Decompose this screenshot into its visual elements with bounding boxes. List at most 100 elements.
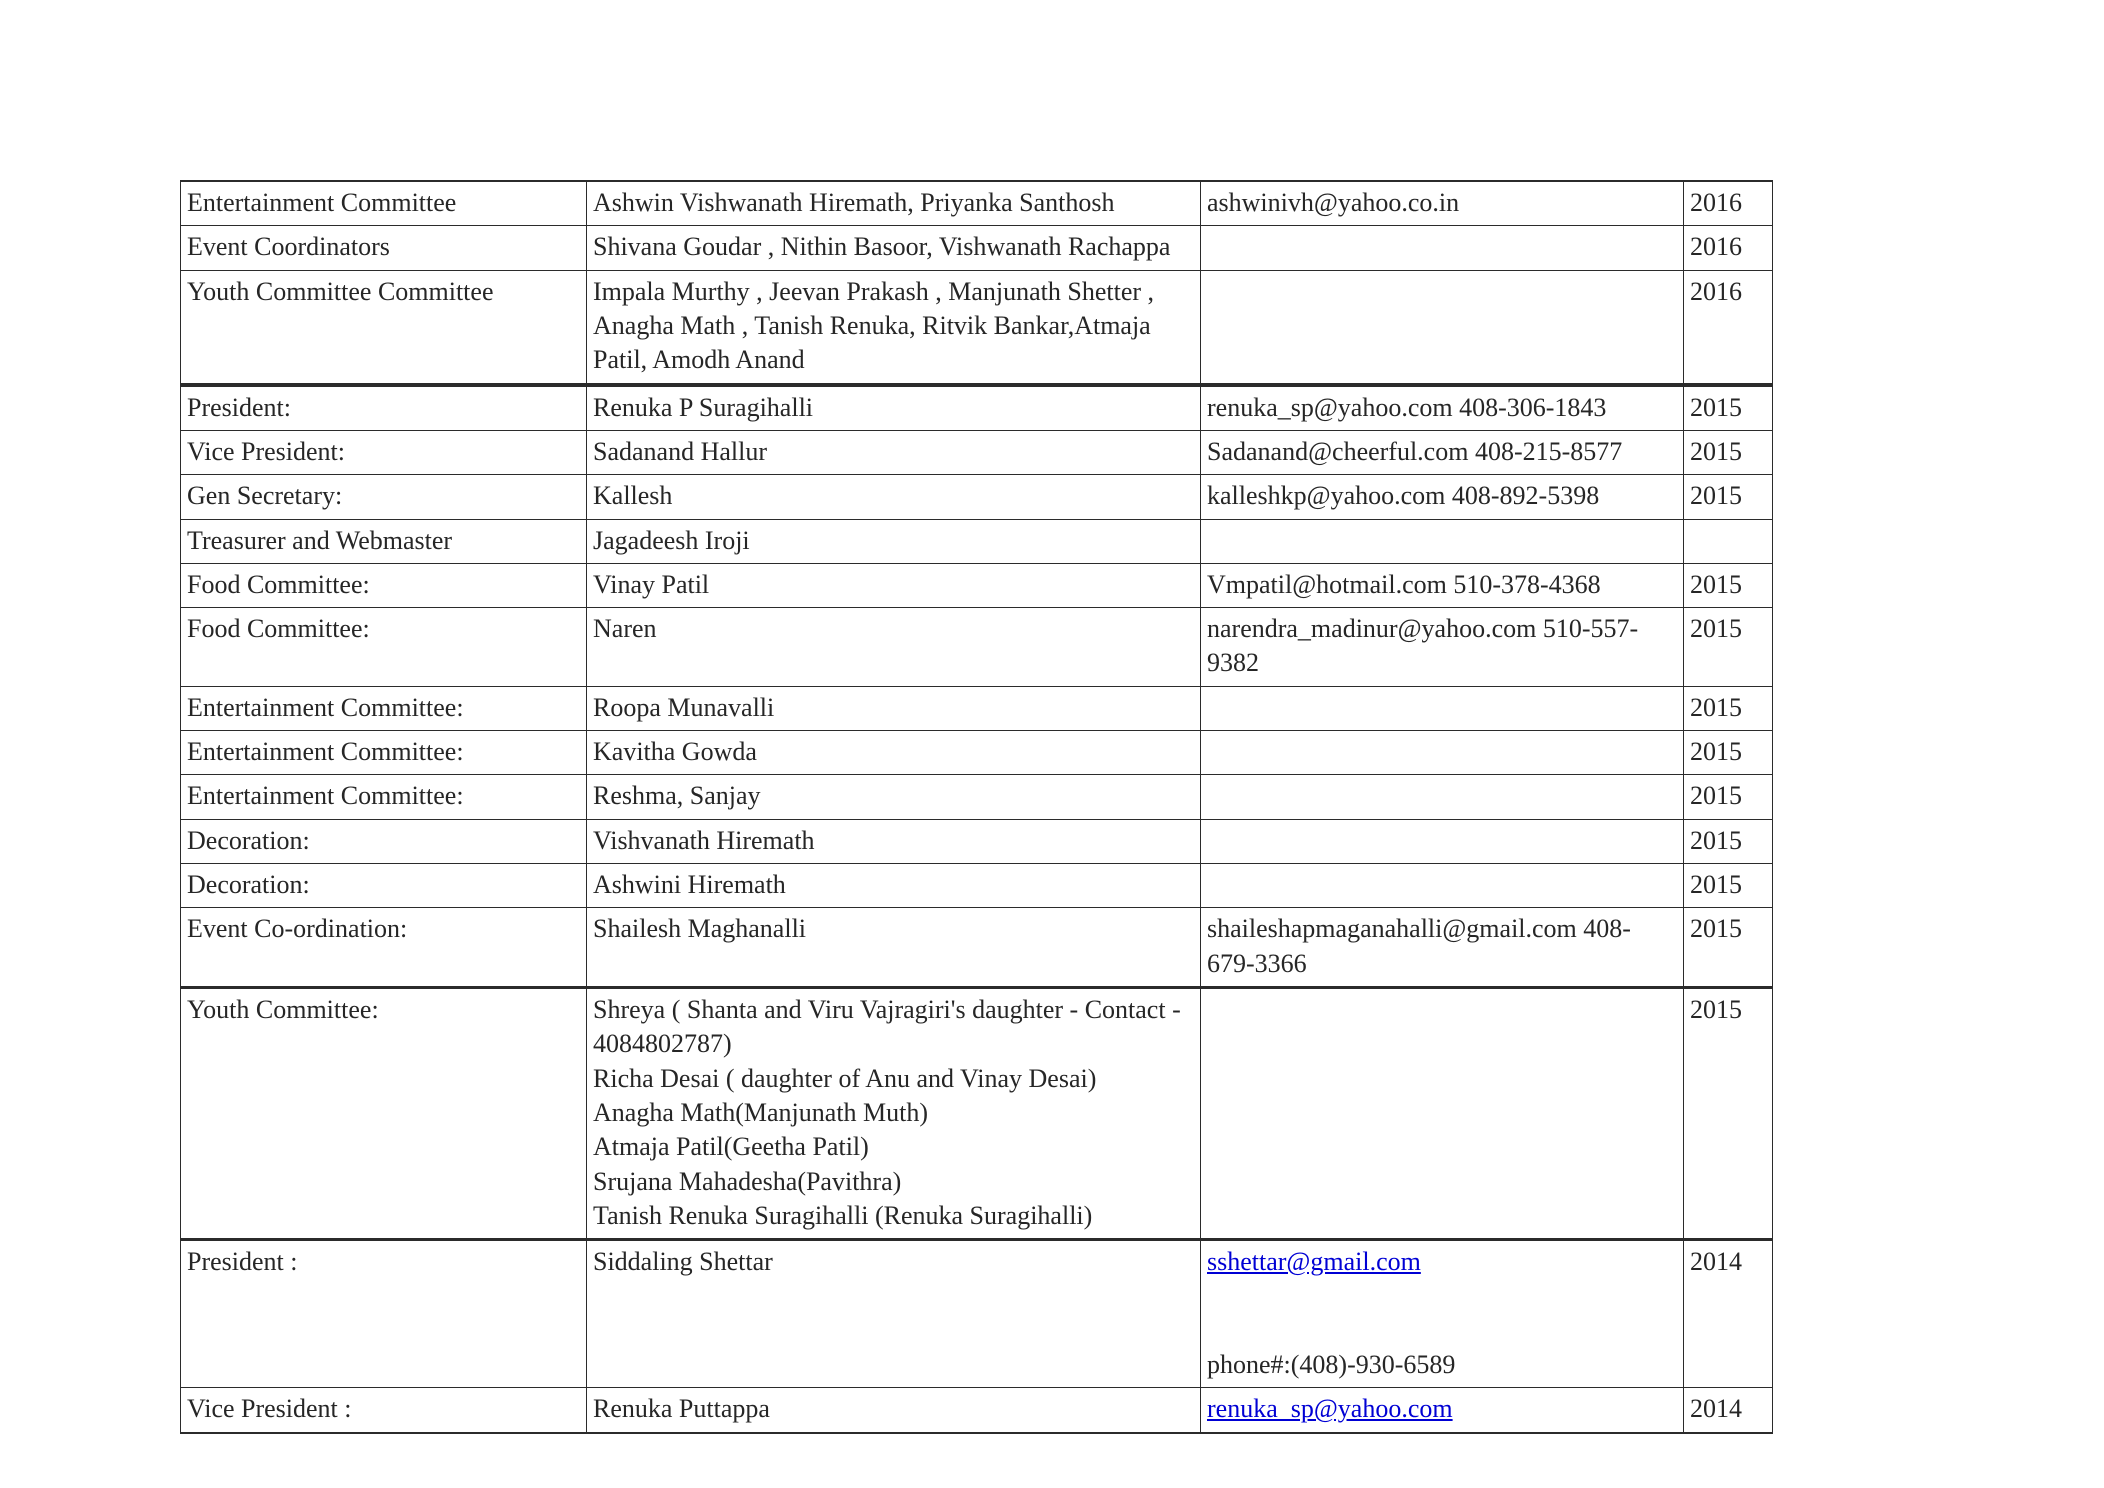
cell-names: Impala Murthy , Jeevan Prakash , Manjuna… (586, 269, 1201, 386)
cell-contact: renuka_sp@yahoo.com 408-306-1843 (1200, 382, 1684, 431)
cell-contact (1200, 225, 1684, 271)
cell-role: President : (180, 1238, 587, 1389)
table-row: Entertainment Committee: Reshma, Sanjay 20… (180, 774, 1773, 820)
email-link[interactable]: renuka_sp@yahoo.com (1207, 1394, 1453, 1424)
cell-contact (1200, 518, 1684, 564)
cell-year: 2015 (1683, 562, 1773, 609)
cell-names: Ashwin Vishwanath Hiremath, Priyanka San… (586, 180, 1201, 227)
cell-year: 2015 (1683, 862, 1773, 909)
cell-contact: ashwinivh@yahoo.co.in (1200, 180, 1684, 227)
cell-contact: shaileshapmaganahalli@gmail.com 408-679-… (1200, 907, 1684, 988)
cell-names: Roopa Munavalli (586, 685, 1201, 732)
table-row: Entertainment Committee: Roopa Munavalli 2… (180, 685, 1773, 732)
cell-role: Vice President : (180, 1387, 587, 1434)
cell-names: Kallesh (586, 474, 1201, 520)
cell-year: 2015 (1683, 907, 1773, 988)
cell-contact: Vmpatil@hotmail.com 510-378-4368 (1200, 562, 1684, 609)
cell-contact (1200, 985, 1684, 1241)
cell-contact (1200, 685, 1684, 732)
cell-year: 2016 (1683, 180, 1773, 227)
cell-contact: kalleshkp@yahoo.com 408-892-5398 (1200, 474, 1684, 520)
table-row: Food Committee: Vinay Patil Vmpatil@hotmai… (180, 562, 1773, 609)
cell-role: Event Co-ordination: (180, 907, 587, 988)
contact-phone-text: phone#:(408)-930-6589 (1207, 1350, 1456, 1380)
cell-year: 2015 (1683, 774, 1773, 820)
cell-role: Entertainment Committee (180, 180, 587, 227)
table-row: Youth Committee: Shreya ( Shanta and Viru… (180, 985, 1773, 1241)
cell-names: Shailesh Maghanalli (586, 907, 1201, 988)
cell-role: Youth Committee Committee (180, 269, 587, 386)
cell-role: Vice President: (180, 429, 587, 476)
table-row: Entertainment Committee: Kavitha Gowda 201… (180, 730, 1773, 776)
cell-names: Shivana Goudar , Nithin Basoor, Vishwana… (586, 225, 1201, 271)
cell-year: 2015 (1683, 429, 1773, 476)
cell-contact (1200, 269, 1684, 386)
cell-year (1683, 518, 1773, 564)
email-link[interactable]: sshettar@gmail.com (1207, 1247, 1421, 1277)
cell-role: Entertainment Committee: (180, 774, 587, 820)
cell-role: Decoration: (180, 818, 587, 865)
cell-role: Gen Secretary: (180, 474, 587, 520)
committee-table-body: Entertainment Committee Ashwin Vishwanath… (180, 180, 1773, 1434)
cell-names: Shreya ( Shanta and Viru Vajragiri's dau… (586, 985, 1201, 1241)
table-row: Treasurer and Webmaster Jagadeesh Iroji (180, 518, 1773, 564)
cell-role: Food Committee: (180, 562, 587, 609)
cell-contact: narendra_madinur@yahoo.com 510-557-9382 (1200, 607, 1684, 687)
cell-year: 2014 (1683, 1387, 1773, 1434)
committee-table-wrapper: Entertainment Committee Ashwin Vishwanath… (180, 180, 1773, 1434)
cell-year: 2015 (1683, 474, 1773, 520)
cell-names-text: Ashwin Vishwanath Hiremath, Priyanka San… (593, 188, 1115, 217)
table-row: Youth Committee Committee Impala Murthy ,… (180, 269, 1773, 386)
cell-year: 2015 (1683, 685, 1773, 732)
cell-role: Decoration: (180, 862, 587, 909)
table-row: President : Siddaling Shettar sshettar@gma… (180, 1238, 1773, 1389)
cell-role: Event Coordinators (180, 225, 587, 271)
cell-year: 2014 (1683, 1238, 1773, 1389)
cell-year: 2016 (1683, 225, 1773, 271)
cell-names: Jagadeesh Iroji (586, 518, 1201, 564)
table-row: Vice President: Sadanand Hallur Sadanand@c… (180, 429, 1773, 476)
cell-names: Sadanand Hallur (586, 429, 1201, 476)
cell-year: 2015 (1683, 607, 1773, 687)
cell-names: Reshma, Sanjay (586, 774, 1201, 820)
cell-role: Entertainment Committee: (180, 685, 587, 732)
cell-role: Treasurer and Webmaster (180, 518, 587, 564)
table-row: Entertainment Committee Ashwin Vishwanath… (180, 180, 1773, 227)
cell-contact: Sadanand@cheerful.com 408-215-8577 (1200, 429, 1684, 476)
table-row: Event Coordinators Shivana Goudar , Nithi… (180, 225, 1773, 271)
table-row: Decoration: Ashwini Hiremath 2015 (180, 862, 1773, 909)
blank-line (1207, 1314, 1678, 1348)
cell-role: President: (180, 382, 587, 431)
cell-names: Kavitha Gowda (586, 730, 1201, 776)
cell-role: Food Committee: (180, 607, 587, 687)
cell-contact (1200, 862, 1684, 909)
cell-year: 2015 (1683, 730, 1773, 776)
cell-contact (1200, 818, 1684, 865)
cell-names: Siddaling Shettar (586, 1238, 1201, 1389)
table-row: Event Co-ordination: Shailesh Maghanalli s… (180, 907, 1773, 988)
table-row: President: Renuka P Suragihalli renuka_sp@… (180, 382, 1773, 431)
cell-contact (1200, 730, 1684, 776)
cell-contact[interactable]: sshettar@gmail.com phone#:(408)-930-6589 (1200, 1238, 1684, 1389)
table-row: Food Committee: Naren narendra_madinur@yah… (180, 607, 1773, 687)
cell-year: 2015 (1683, 382, 1773, 431)
blank-line (1207, 1279, 1678, 1313)
cell-names: Vishvanath Hiremath (586, 818, 1201, 865)
cell-role: Youth Committee: (180, 985, 587, 1241)
cell-names: Renuka P Suragihalli (586, 382, 1201, 431)
cell-names: Renuka Puttappa (586, 1387, 1201, 1434)
table-row: Gen Secretary: Kallesh kalleshkp@yahoo.com… (180, 474, 1773, 520)
cell-names: Vinay Patil (586, 562, 1201, 609)
cell-year: 2015 (1683, 985, 1773, 1241)
committee-table: Entertainment Committee Ashwin Vishwanath… (180, 180, 1773, 1434)
cell-contact (1200, 774, 1684, 820)
cell-year: 2015 (1683, 818, 1773, 865)
cell-year: 2016 (1683, 269, 1773, 386)
table-row: Decoration: Vishvanath Hiremath 2015 (180, 818, 1773, 865)
cell-names: Naren (586, 607, 1201, 687)
cell-contact[interactable]: renuka_sp@yahoo.com (1200, 1387, 1684, 1434)
cell-role: Entertainment Committee: (180, 730, 587, 776)
cell-names: Ashwini Hiremath (586, 862, 1201, 909)
table-row: Vice President : Renuka Puttappa renuka_sp… (180, 1387, 1773, 1434)
